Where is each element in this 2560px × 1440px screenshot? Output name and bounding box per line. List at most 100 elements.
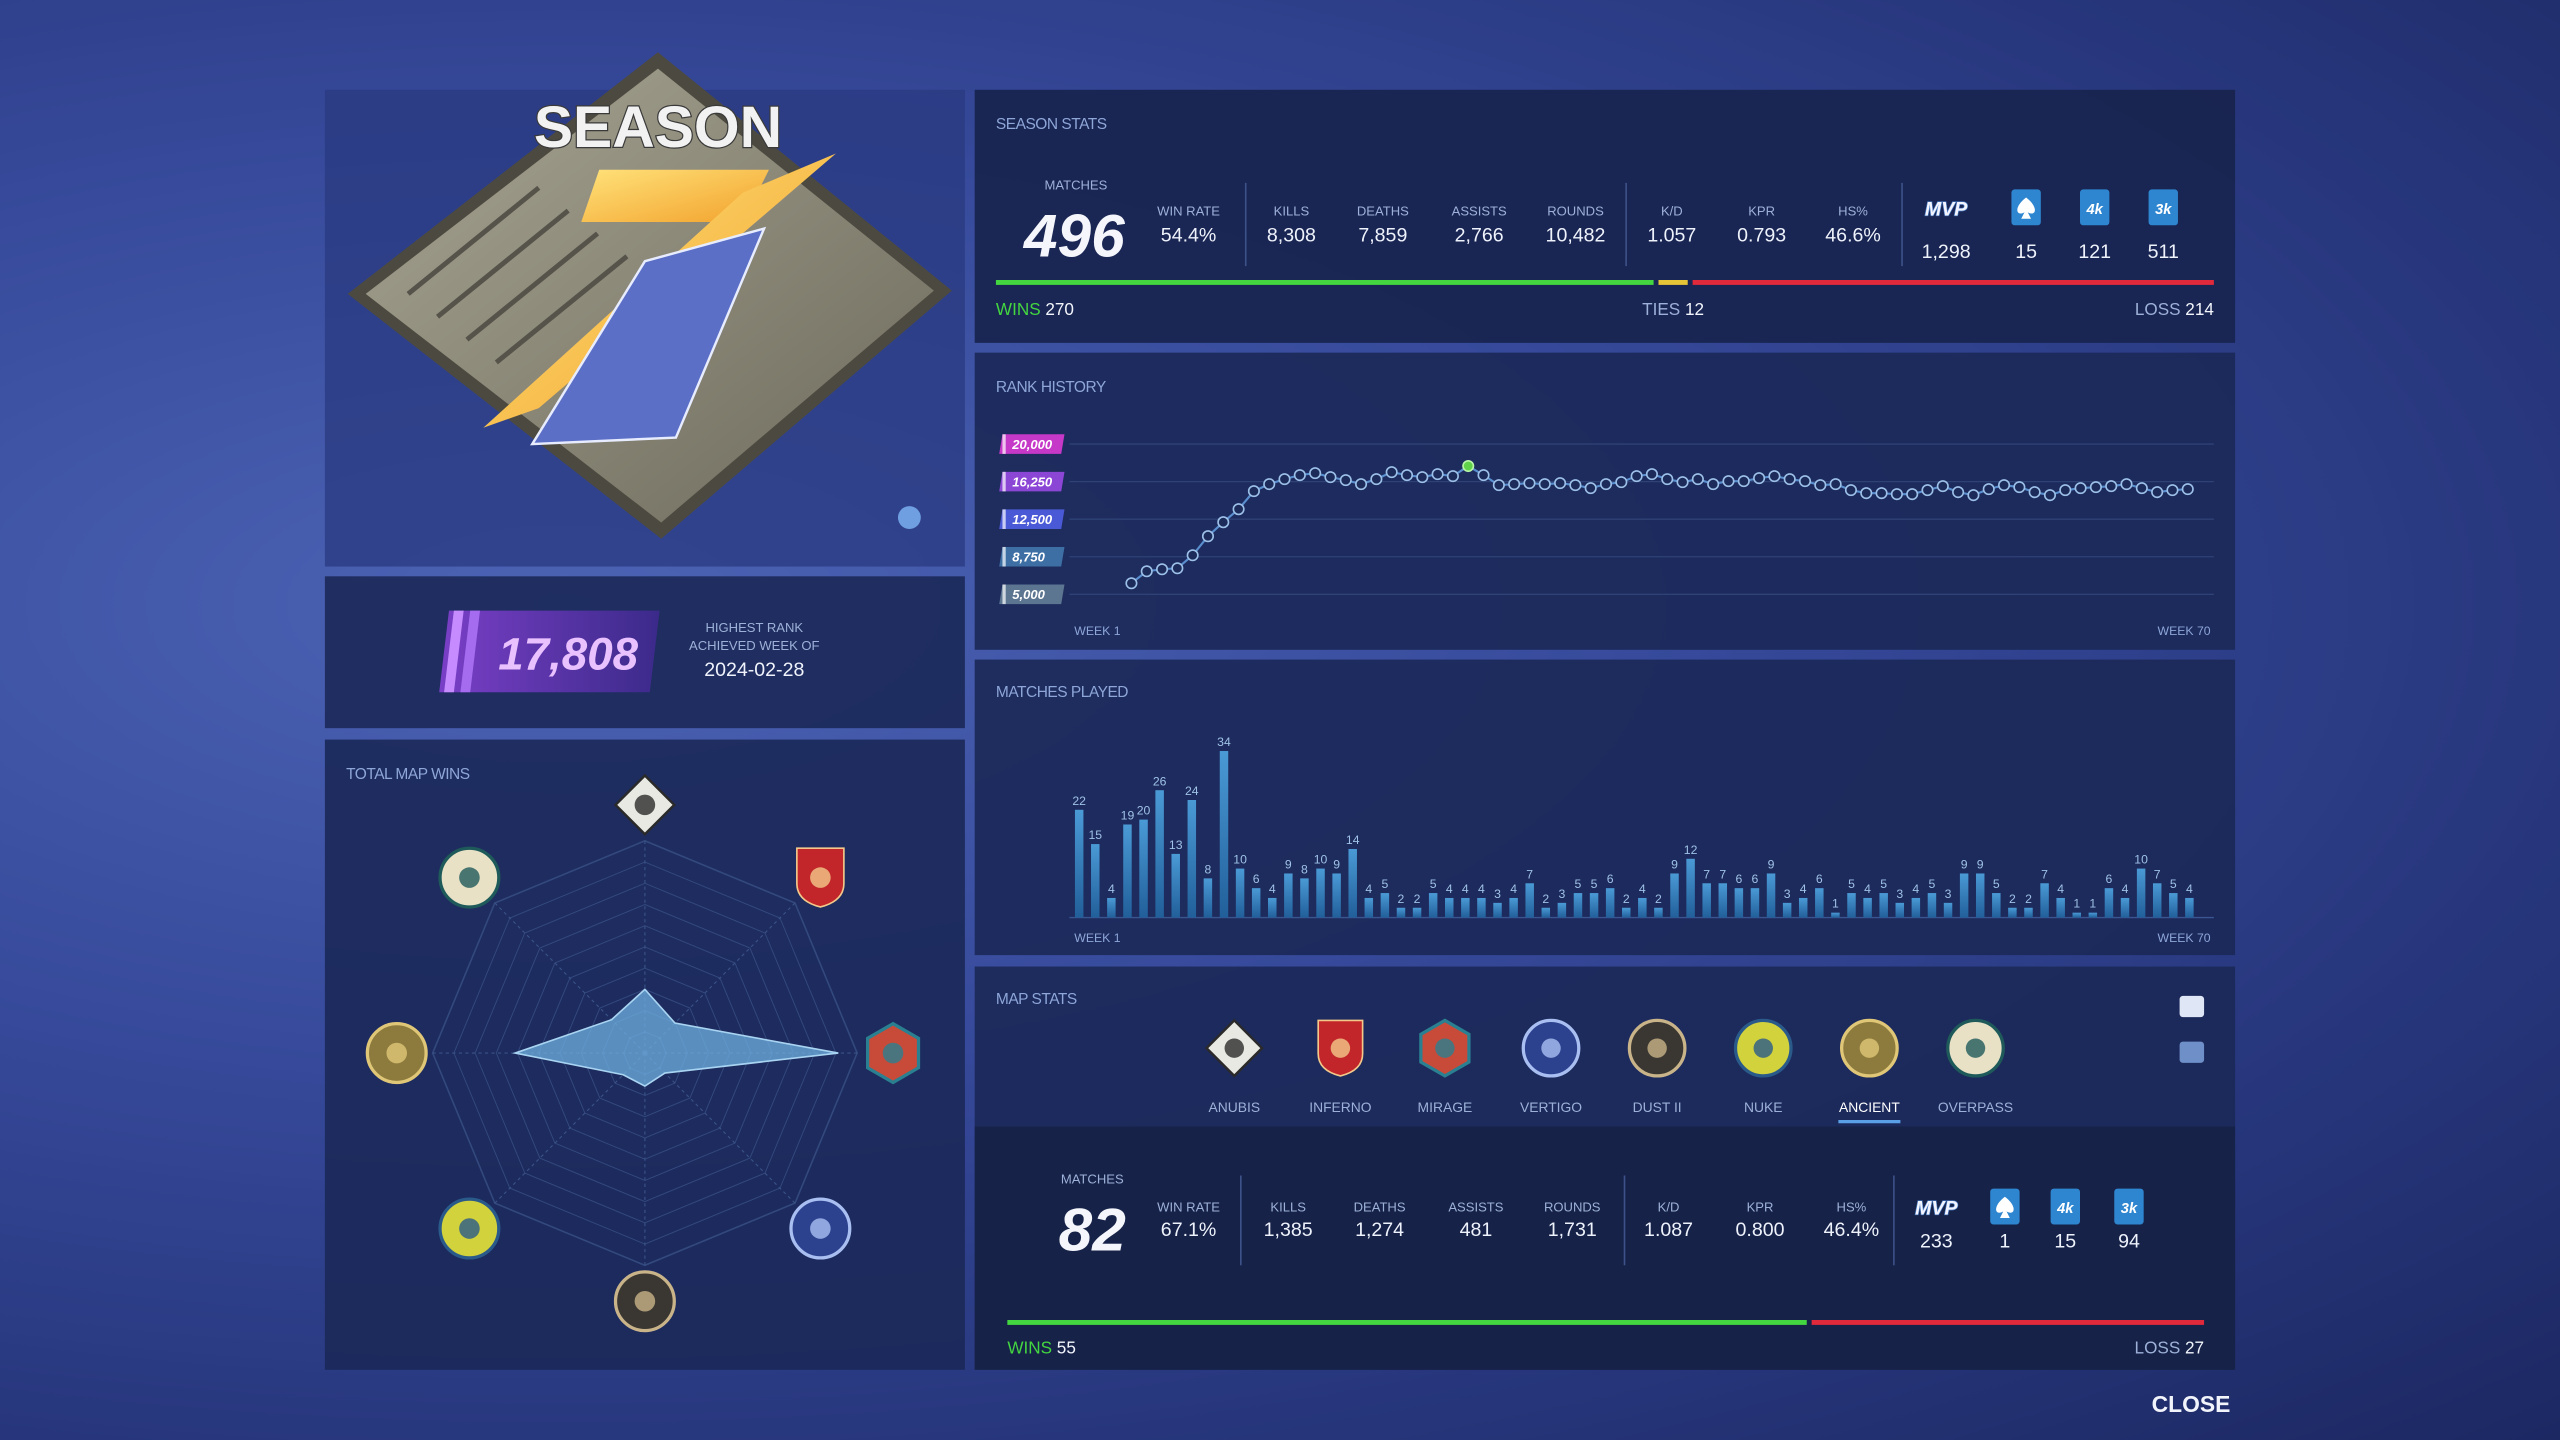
bar — [1123, 824, 1132, 918]
stat-label: KILLS — [1270, 1199, 1306, 1214]
rank-point — [1554, 477, 1567, 490]
bar — [1573, 893, 1583, 918]
bar-label: 4 — [2057, 882, 2064, 896]
record-value: 214 — [2185, 299, 2214, 319]
tick-badge — [999, 584, 1065, 605]
bar-label: 3 — [1558, 887, 1565, 901]
bar-label: 10 — [1314, 853, 1328, 867]
stat-label: DEATHS — [1357, 204, 1409, 219]
map-tab: NUKE — [1744, 1099, 1783, 1115]
map-tab: INFERNO — [1309, 1099, 1372, 1115]
rank-point — [1355, 478, 1368, 491]
panel-title: MAP STATS — [996, 991, 1077, 1008]
stat-value: 2,766 — [1455, 225, 1504, 247]
rank-label: ACHIEVED WEEK OF — [689, 638, 820, 653]
bar-label: 5 — [1430, 877, 1437, 891]
bar-label: 3 — [1896, 887, 1903, 901]
map-icon-emblem — [810, 867, 831, 888]
record-label: WINS 55 — [1007, 1337, 1076, 1357]
bar — [1396, 907, 1406, 918]
bar — [1461, 897, 1470, 918]
map-tab: ANCIENT — [1839, 1099, 1900, 1115]
bar-label: 4 — [2122, 882, 2129, 896]
map-icon-emblem — [1435, 1038, 1455, 1058]
panel-title: TOTAL MAP WINS — [346, 766, 470, 783]
stat-value: 8,308 — [1267, 225, 1316, 247]
bar — [2008, 907, 2017, 918]
rank-point — [1814, 479, 1827, 492]
badge-value: 511 — [2148, 241, 2179, 263]
close-button[interactable]: CLOSE — [2152, 1391, 2231, 1417]
record-name: WINS — [996, 299, 1045, 319]
map-icon-emblem — [1965, 1038, 1986, 1058]
y-tick-label: 5,000 — [1012, 587, 1045, 602]
rank-point — [1462, 459, 1475, 473]
bar-label: 5 — [1575, 877, 1582, 891]
bar-label: 5 — [1993, 877, 2000, 891]
rank-point — [1309, 467, 1322, 480]
matches-value: 496 — [1023, 201, 1125, 269]
bar — [1171, 853, 1180, 918]
tick-stripe — [1002, 471, 1006, 492]
radar-area — [512, 988, 839, 1088]
grid-view-button[interactable] — [2179, 1041, 2205, 1063]
rank-point — [1645, 468, 1658, 481]
bar — [1557, 902, 1567, 918]
bar — [1589, 893, 1599, 918]
rank-point — [1125, 577, 1138, 590]
bar-label: 34 — [1217, 735, 1231, 749]
bar — [1268, 897, 1277, 918]
rank-point — [1140, 565, 1153, 578]
rank-point — [2166, 484, 2179, 497]
bar — [1766, 873, 1776, 918]
spade-icon — [1996, 1196, 2014, 1218]
bar — [2136, 868, 2146, 918]
bar — [1750, 888, 1760, 918]
rank-point — [1370, 473, 1383, 486]
radar-ring — [580, 988, 710, 1118]
rank-history-panel — [974, 352, 2236, 650]
panel-title: RANK HISTORY — [996, 379, 1106, 396]
bar-label: 4 — [1912, 882, 1919, 896]
bar-label: 10 — [1233, 853, 1247, 867]
badge-stripes — [406, 185, 629, 365]
map-stats-backdrop — [974, 1126, 2236, 1370]
rank-point — [1523, 477, 1536, 490]
record-value: 27 — [2185, 1337, 2204, 1357]
season-badge: SEASON — [347, 52, 952, 539]
rank-point — [1630, 470, 1643, 483]
radar-spoke — [644, 1052, 798, 1206]
stat-label: K/D — [1661, 204, 1683, 219]
rank-point — [1691, 473, 1704, 486]
rank-point — [2028, 486, 2041, 499]
rank-point — [1768, 470, 1781, 483]
bar-label: 9 — [1671, 858, 1678, 872]
map-icon-emblem — [1330, 1038, 1351, 1058]
zoom-button[interactable] — [897, 506, 921, 529]
record-name: WINS — [1007, 1337, 1056, 1357]
bar — [1364, 897, 1374, 918]
map-icon-emblem — [1224, 1038, 1244, 1058]
bar — [1107, 897, 1116, 918]
rank-point — [1400, 469, 1414, 482]
radar-spoke — [492, 1052, 646, 1206]
rank-point — [2059, 484, 2072, 497]
record-value: 270 — [1045, 299, 1074, 319]
bar — [1798, 897, 1808, 918]
badge-value: 15 — [2015, 241, 2037, 263]
bar-label: 26 — [1153, 774, 1167, 788]
bar-label: 7 — [1703, 867, 1710, 881]
rank-stripe — [444, 610, 464, 693]
rank-rating: 17,808 — [498, 628, 638, 679]
rank-point — [1982, 483, 1995, 496]
bar-label: 5 — [1591, 877, 1598, 891]
y-tick-label: 16,250 — [1012, 475, 1053, 490]
map-icon-emblem — [810, 1218, 831, 1239]
panel-title: SEASON STATS — [996, 116, 1107, 133]
bar-label: 4 — [1639, 882, 1646, 896]
bar — [1911, 897, 1921, 918]
list-view-button[interactable] — [2179, 995, 2205, 1018]
bar-label: 8 — [1204, 862, 1211, 876]
stat-value: 1.087 — [1644, 1219, 1693, 1241]
bar-label: 2 — [1414, 892, 1421, 906]
